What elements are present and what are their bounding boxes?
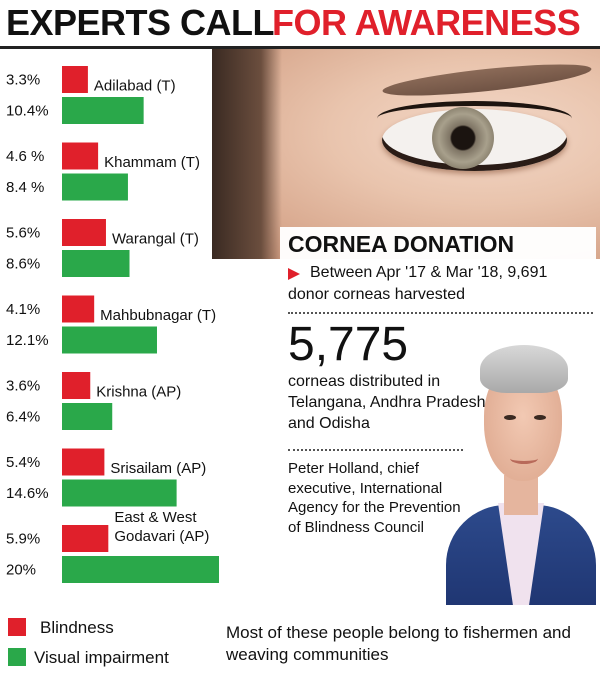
value-label-visual-impairment: 14.6%: [6, 485, 49, 502]
quote-attribution: Peter Holland, chief executive, Internat…: [288, 460, 461, 536]
bar-blindness: [62, 448, 105, 476]
portrait-photo: [446, 335, 596, 605]
bar-visual-impairment: [62, 479, 177, 507]
bar-visual-impairment: [62, 97, 144, 124]
bar-blindness: [62, 372, 91, 399]
headline-part1: EXPERTS CALL: [6, 2, 275, 43]
category-label: Adilabad (T): [94, 78, 176, 95]
eye-photo: [212, 49, 600, 259]
value-label-visual-impairment: 12.1%: [6, 332, 49, 349]
bar-visual-impairment: [62, 173, 128, 201]
bar-visual-impairment: [62, 326, 157, 354]
value-label-visual-impairment: 6.4%: [6, 409, 40, 426]
portrait-neck: [504, 475, 538, 515]
legend-swatch-visual-impairment: [8, 648, 26, 666]
legend-swatch-blindness: [8, 618, 26, 636]
value-label-visual-impairment: 20%: [6, 562, 36, 579]
footnote: Most of these people belong to fishermen…: [226, 623, 571, 664]
bar-blindness: [62, 142, 99, 170]
value-label-visual-impairment: 10.4%: [6, 103, 49, 120]
legend-label-visual-impairment: Visual impairment: [34, 648, 169, 667]
category-label: Krishna (AP): [96, 384, 181, 401]
category-label: East & West Godavari (AP): [114, 509, 209, 545]
info-box-title: CORNEA DONATION: [288, 231, 515, 257]
portrait-mouth: [510, 453, 538, 464]
value-label-blindness: 5.6%: [6, 225, 40, 242]
big-number: 5,775: [288, 318, 409, 371]
headline-rule: [0, 46, 600, 49]
value-label-blindness: 3.3%: [6, 72, 40, 89]
bar-chart: 3.3% 10.4% Adilabad (T) 4.6 % 8.4 % Khammam (…: [6, 66, 219, 583]
bar-blindness: [62, 295, 95, 323]
headline: EXPERTS CALL FOR AWARENESS: [0, 0, 600, 46]
bar-visual-impairment: [62, 250, 130, 277]
value-label-blindness: 4.1%: [6, 301, 40, 318]
value-label-blindness: 4.6 %: [6, 148, 44, 165]
legend-label-blindness: Blindness: [40, 618, 114, 637]
portrait-eye: [504, 415, 516, 420]
value-label-blindness: 5.4%: [6, 454, 40, 471]
bar-blindness: [62, 66, 88, 93]
cornea-info-box: CORNEA DONATION Between Apr '17 & Mar '1…: [280, 227, 596, 605]
distribution-text: corneas distributed in Telangana, Andhra…: [288, 373, 486, 432]
category-label: Khammam (T): [104, 154, 200, 171]
divider: [288, 312, 593, 314]
photo-eyebrow: [381, 58, 593, 102]
arrow-bullet-icon: [288, 268, 300, 280]
bar-visual-impairment: [62, 556, 219, 583]
value-label-visual-impairment: 8.4 %: [6, 179, 44, 196]
headline-part2: FOR AWARENESS: [272, 2, 581, 43]
category-label: Warangal (T): [112, 231, 199, 248]
bar-visual-impairment: [62, 403, 113, 430]
bar-blindness: [62, 525, 109, 552]
value-label-blindness: 3.6%: [6, 378, 40, 395]
bar-blindness: [62, 219, 106, 246]
photo-hair: [212, 49, 282, 259]
value-label-blindness: 5.9%: [6, 531, 40, 548]
portrait-hair: [480, 345, 568, 393]
value-label-visual-impairment: 8.6%: [6, 256, 40, 273]
photo-lashes: [377, 101, 572, 136]
period-text: Between Apr '17 & Mar '18, 9,691 donor c…: [288, 264, 548, 303]
portrait-eye: [534, 415, 546, 420]
category-label: Srisailam (AP): [110, 460, 206, 477]
category-label: Mahbubnagar (T): [100, 307, 216, 324]
divider: [288, 449, 463, 451]
